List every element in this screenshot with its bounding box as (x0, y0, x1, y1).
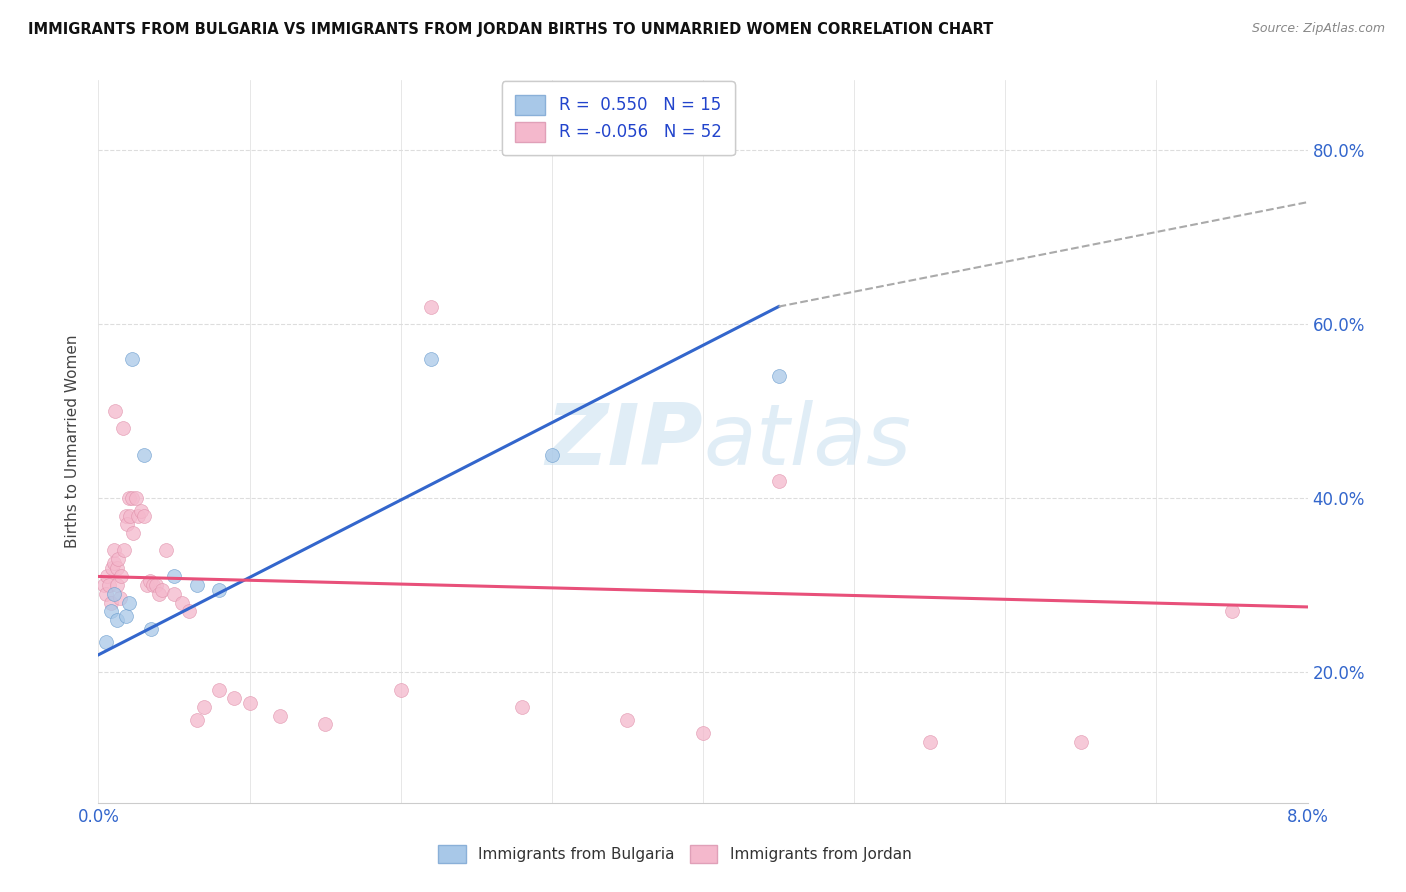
Point (121, 351, 143, 366)
Point (186, 713, 208, 727)
Point (103, 557, 125, 571)
Point (105, 561, 128, 575)
Point (110, 569, 132, 583)
Point (105, 613, 128, 627)
Point (193, 700, 215, 714)
Point (186, 578, 208, 592)
Point (155, 543, 177, 558)
Text: IMMIGRANTS FROM BULGARIA VS IMMIGRANTS FROM JORDAN BIRTHS TO UNMARRIED WOMEN COR: IMMIGRANTS FROM BULGARIA VS IMMIGRANTS F… (28, 22, 994, 37)
Point (105, 578, 128, 592)
Point (122, 525, 145, 540)
Text: Source: ZipAtlas.com: Source: ZipAtlas.com (1251, 22, 1385, 36)
Point (101, 561, 124, 575)
Point (208, 682, 231, 697)
Point (112, 543, 135, 558)
Point (269, 708, 291, 723)
Point (103, 587, 125, 601)
Point (148, 587, 170, 601)
Point (510, 700, 533, 714)
Point (108, 591, 131, 606)
Point (118, 491, 141, 505)
Point (132, 508, 155, 523)
Y-axis label: Births to Unmarried Women: Births to Unmarried Women (65, 334, 80, 549)
Text: atlas: atlas (703, 400, 911, 483)
Point (121, 491, 143, 505)
Point (114, 508, 136, 523)
Point (94, 634, 117, 648)
Point (768, 474, 790, 488)
Point (142, 578, 165, 592)
Point (141, 622, 163, 636)
Point (103, 543, 125, 558)
Point (120, 508, 142, 523)
Point (118, 596, 141, 610)
Point (145, 578, 167, 592)
Point (150, 582, 173, 597)
Point (107, 552, 129, 566)
Point (163, 587, 186, 601)
Point (314, 717, 336, 731)
Point (170, 596, 193, 610)
Point (127, 508, 149, 523)
Point (98, 578, 121, 592)
Point (104, 404, 127, 418)
Point (616, 713, 638, 727)
Legend: Immigrants from Bulgaria, Immigrants from Jordan: Immigrants from Bulgaria, Immigrants fro… (426, 832, 924, 875)
Point (94, 587, 117, 601)
Point (100, 596, 122, 610)
Text: ZIP: ZIP (546, 400, 703, 483)
Point (224, 691, 246, 706)
Point (163, 569, 186, 583)
Point (115, 517, 138, 532)
Point (208, 582, 231, 597)
Point (125, 491, 148, 505)
Point (768, 369, 790, 384)
Point (139, 574, 162, 588)
Point (179, 604, 201, 618)
Point (100, 604, 122, 618)
Point (135, 578, 157, 592)
Point (389, 682, 412, 697)
Point (420, 300, 443, 314)
Point (239, 696, 262, 710)
Point (420, 351, 443, 366)
Point (132, 448, 155, 462)
Point (540, 448, 562, 462)
Point (918, 735, 941, 749)
Point (96, 569, 118, 583)
Point (1070, 735, 1092, 749)
Point (93, 578, 115, 592)
Point (1220, 604, 1243, 618)
Legend: R =  0.550   N = 15, R = -0.056   N = 52: R = 0.550 N = 15, R = -0.056 N = 52 (502, 81, 735, 155)
Point (114, 608, 136, 623)
Point (129, 504, 152, 518)
Point (692, 726, 714, 740)
Point (111, 421, 134, 435)
